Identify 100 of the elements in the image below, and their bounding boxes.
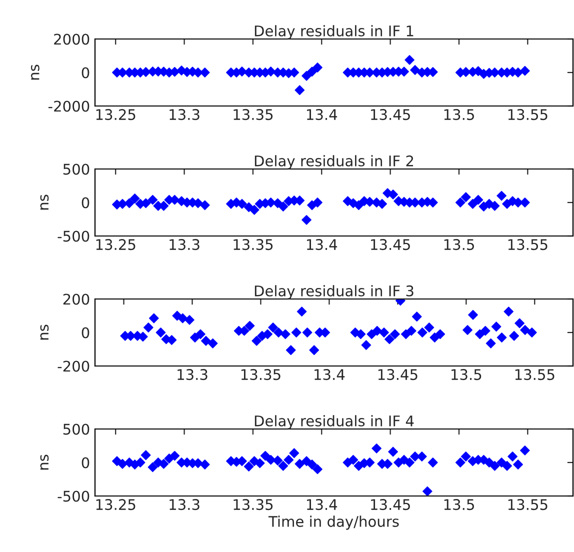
point: [468, 198, 478, 209]
point: [244, 462, 254, 472]
y-tick-label: 500: [63, 424, 90, 435]
x-tick-label: 13.55: [508, 239, 548, 250]
point: [178, 313, 188, 324]
y-axis-title: ns: [40, 324, 49, 340]
point: [289, 448, 300, 458]
y-axis-title: ns: [40, 454, 49, 470]
point: [193, 68, 203, 78]
point: [284, 454, 294, 465]
point: [460, 192, 471, 202]
point: [410, 452, 420, 462]
point: [302, 328, 312, 338]
point: [490, 200, 500, 211]
x-tick-label: 13.25: [96, 239, 136, 250]
x-axis-title: Time in day/hours: [268, 516, 399, 530]
point: [400, 329, 411, 340]
x-tick-label: 13.3: [170, 109, 200, 120]
chart-title: Delay residuals in IF 1: [254, 25, 414, 40]
point: [307, 66, 317, 77]
point: [384, 334, 394, 344]
point: [200, 460, 210, 470]
point: [474, 329, 485, 340]
y-tick-label: 2000: [54, 34, 90, 45]
point: [504, 306, 514, 317]
x-tick-label: 13.5: [444, 239, 474, 250]
point: [404, 458, 414, 468]
point: [272, 456, 283, 466]
y-tick-label: -2000: [48, 100, 90, 112]
x-tick-label: 13.55: [515, 369, 554, 380]
point: [309, 345, 320, 356]
point: [491, 322, 502, 332]
point: [509, 330, 520, 341]
point: [410, 65, 420, 75]
y-axis-title: ns: [31, 64, 40, 80]
x-tick-label: 13.5: [452, 369, 482, 380]
point: [480, 326, 490, 336]
point: [377, 198, 388, 209]
point: [244, 320, 255, 331]
point: [490, 460, 500, 471]
point: [196, 329, 206, 340]
point: [526, 328, 537, 338]
point: [356, 329, 366, 340]
point: [262, 329, 273, 340]
y-tick-label: 0: [82, 327, 90, 338]
point: [455, 458, 466, 468]
point: [260, 450, 270, 461]
y-tick-label: 0: [82, 67, 90, 78]
point: [406, 326, 416, 336]
point: [148, 194, 158, 205]
point: [291, 328, 302, 338]
point: [366, 329, 377, 340]
point: [422, 486, 432, 496]
point: [388, 190, 398, 200]
point: [502, 460, 512, 471]
point: [348, 454, 358, 465]
point: [496, 190, 507, 201]
point: [424, 322, 434, 332]
point: [286, 345, 296, 356]
point: [520, 445, 530, 456]
x-tick-label: 13.55: [508, 499, 548, 510]
point: [148, 462, 158, 472]
point: [272, 198, 283, 208]
point: [237, 456, 247, 466]
point: [361, 340, 372, 350]
point: [520, 325, 530, 335]
point: [302, 214, 312, 225]
point: [354, 200, 364, 210]
point: [404, 54, 414, 65]
point: [412, 312, 422, 322]
x-tick-label: 13.45: [371, 499, 410, 510]
point: [280, 329, 290, 340]
chart-title: Delay residuals in IF 4: [254, 415, 414, 430]
point: [520, 66, 530, 76]
point: [462, 325, 472, 335]
point: [460, 452, 471, 462]
point: [296, 306, 307, 317]
x-tick-label: 13.45: [371, 239, 410, 250]
point: [486, 338, 496, 348]
point: [140, 450, 151, 460]
point: [508, 452, 518, 462]
point: [190, 332, 200, 342]
point: [473, 194, 484, 205]
y-tick-label: 200: [63, 294, 90, 305]
x-tick-label: 13.4: [307, 499, 338, 510]
point: [252, 336, 262, 346]
point: [148, 313, 159, 324]
point: [372, 443, 382, 454]
x-tick-label: 13.3: [170, 499, 200, 510]
x-tick-label: 13.5: [444, 109, 474, 120]
x-tick-label: 13.25: [96, 499, 136, 510]
point: [274, 328, 284, 338]
point: [158, 458, 169, 469]
point: [208, 338, 218, 348]
point: [455, 198, 466, 208]
point: [435, 329, 446, 340]
point: [266, 454, 276, 465]
point: [372, 326, 382, 336]
chart-title: Delay residuals in IF 2: [254, 155, 414, 170]
x-tick-label: 13.45: [378, 369, 418, 380]
